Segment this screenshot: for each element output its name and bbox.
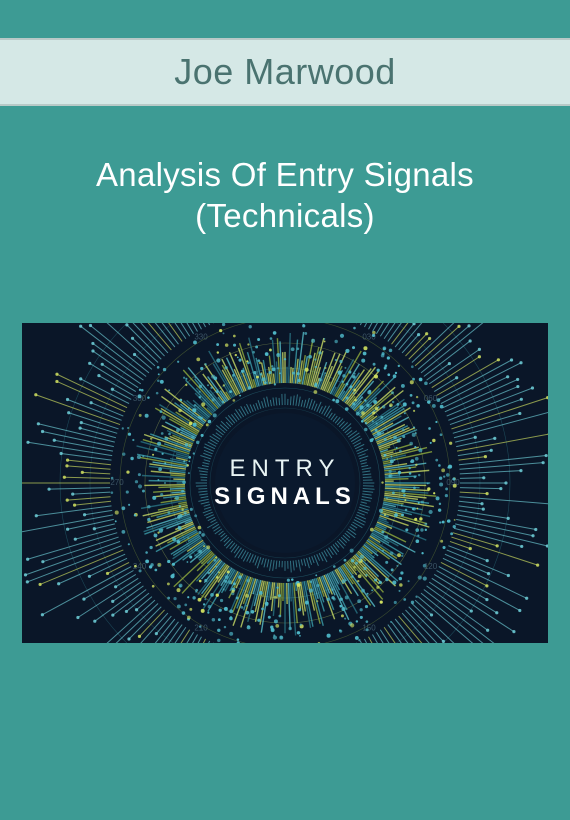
svg-text:330: 330 xyxy=(194,332,208,341)
title-line-2: (Technicals) xyxy=(40,195,530,236)
entry-signals-graphic: 000030060090120150180210240270300330 ENT… xyxy=(22,323,548,643)
svg-text:210: 210 xyxy=(194,623,208,632)
graphic-label-line2: SIGNALS xyxy=(214,483,356,511)
svg-text:270: 270 xyxy=(110,478,124,487)
author-name: Joe Marwood xyxy=(174,51,396,93)
svg-text:090: 090 xyxy=(446,478,460,487)
graphic-center-label: ENTRY SIGNALS xyxy=(214,455,356,511)
svg-text:240: 240 xyxy=(133,562,147,571)
graphic-label-line1: ENTRY xyxy=(214,455,356,483)
svg-text:120: 120 xyxy=(424,562,438,571)
svg-text:150: 150 xyxy=(362,623,376,632)
svg-text:300: 300 xyxy=(133,394,147,403)
title-block: Analysis Of Entry Signals (Technicals) xyxy=(0,154,570,237)
svg-text:030: 030 xyxy=(362,332,376,341)
author-banner: Joe Marwood xyxy=(0,38,570,106)
title-line-1: Analysis Of Entry Signals xyxy=(40,154,530,195)
svg-text:060: 060 xyxy=(424,394,438,403)
